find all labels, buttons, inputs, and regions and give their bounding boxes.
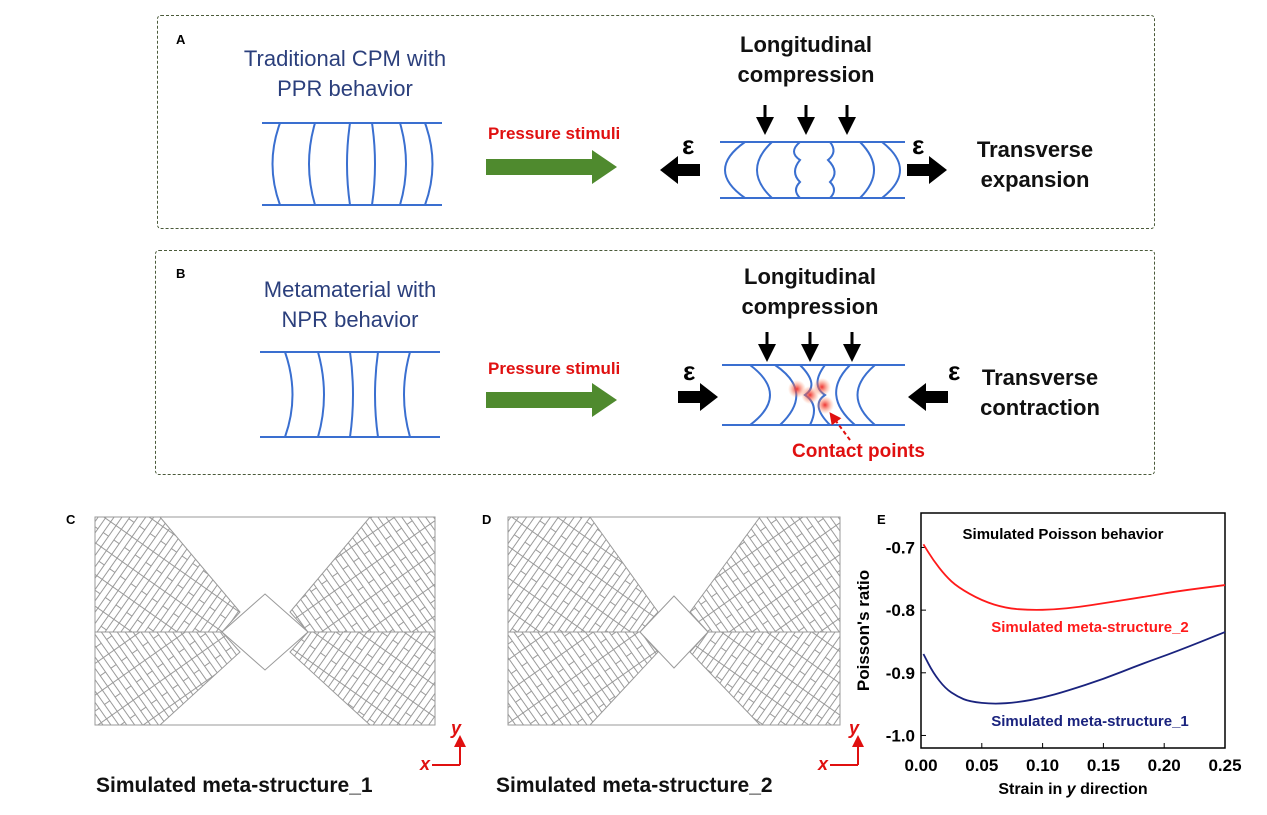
epsilon-left-a: ε [682, 130, 695, 160]
x-axis-label-suffix: direction [1076, 781, 1148, 798]
x-tick-label: 0.00 [904, 756, 937, 775]
x-axis-label: Strain in y direction [998, 781, 1147, 798]
axis-y-label-c: y [451, 718, 462, 738]
expansion-arrows [660, 156, 947, 184]
meta-structure-2-lattice [507, 516, 841, 726]
panel-b-frame [155, 250, 1155, 475]
label-line: compression [741, 294, 879, 319]
series-label: Simulated meta-structure_2 [991, 619, 1189, 636]
panel-a-frame [157, 15, 1155, 229]
axis-y-label-d: y [849, 718, 860, 738]
panel-b-label: B [176, 266, 186, 281]
epsilon-right-b: ε [948, 356, 961, 386]
x-axis-label-prefix: Strain in [998, 781, 1066, 798]
label-line: Longitudinal [740, 32, 872, 57]
contraction-arrows [678, 383, 948, 411]
compression-label-b: Longitudinal compression [710, 262, 910, 322]
panel-e-label: E [877, 512, 886, 527]
label-line: expansion [980, 167, 1090, 192]
panel-b-title: Metamaterial with NPR behavior [210, 275, 490, 335]
axis-x-label-d: x [818, 754, 829, 774]
series-line [922, 543, 1226, 611]
contact-points-label: Contact points [792, 441, 925, 462]
x-tick-label: 0.15 [1087, 756, 1120, 775]
y-tick-label: -0.8 [886, 601, 915, 620]
compression-arrows-a [756, 105, 856, 135]
panel-d-label: D [482, 512, 492, 527]
caption-c: Simulated meta-structure_1 [96, 774, 373, 797]
label-line: Longitudinal [744, 264, 876, 289]
pressure-arrow-b [486, 383, 617, 417]
panel-c-label: C [66, 512, 76, 527]
panel-a-title: Traditional CPM with PPR behavior [205, 44, 485, 104]
caption-d: Simulated meta-structure_2 [496, 774, 773, 797]
title-line: Metamaterial with [263, 277, 437, 302]
poisson-chart: 0.00 0.05 0.10 0.15 0.20 0.25 -0.7 -0.8 -0.9 -1.0… [854, 512, 1242, 798]
epsilon-right-a: ε [912, 130, 925, 160]
npr-unstressed-structure [260, 351, 440, 438]
plot-frame [920, 512, 1226, 749]
x-tick-label: 0.20 [1148, 756, 1181, 775]
axis-x-label-c: x [420, 754, 431, 774]
compression-arrows-b [758, 332, 861, 362]
label-line: compression [737, 62, 875, 87]
ppr-unstressed-structure [262, 122, 442, 206]
chart-title: Simulated Poisson behavior [963, 526, 1164, 543]
stimulus-label-a: Pressure stimuli [488, 124, 621, 143]
compression-label-a: Longitudinal compression [706, 30, 906, 90]
meta-structure-1-lattice [94, 516, 436, 726]
ppr-compressed-structure [720, 141, 905, 199]
x-tick-label: 0.10 [1026, 756, 1059, 775]
x-tick-label: 0.05 [965, 756, 998, 775]
pressure-arrow-a [486, 150, 617, 184]
label-line: contraction [980, 395, 1100, 420]
epsilon-left-b: ε [683, 356, 696, 386]
contact-pointer-arrow [829, 412, 851, 441]
panel-a-label: A [176, 32, 186, 47]
contact-point-glows [788, 378, 834, 414]
series-label: Simulated meta-structure_1 [991, 713, 1189, 730]
x-axis-label-var: y [1066, 781, 1077, 798]
x-tick-label: 0.25 [1208, 756, 1241, 775]
y-tick-label: -1.0 [886, 726, 915, 745]
axes-indicator-d [830, 735, 864, 766]
contraction-label: Transverse contraction [960, 363, 1120, 423]
title-line: PPR behavior [277, 76, 413, 101]
axes-indicator-c [432, 735, 466, 766]
y-tick-label: -0.7 [886, 538, 915, 557]
stimulus-label-b: Pressure stimuli [488, 359, 621, 378]
title-line: Traditional CPM with [243, 46, 447, 71]
y-tick-label: -0.9 [886, 664, 915, 683]
label-line: Transverse [981, 365, 1099, 390]
title-line: NPR behavior [281, 307, 419, 332]
expansion-label: Transverse expansion [955, 135, 1115, 195]
series-line [922, 631, 1226, 705]
label-line: Transverse [976, 137, 1094, 162]
y-axis-label: Poisson's ratio [854, 570, 873, 691]
